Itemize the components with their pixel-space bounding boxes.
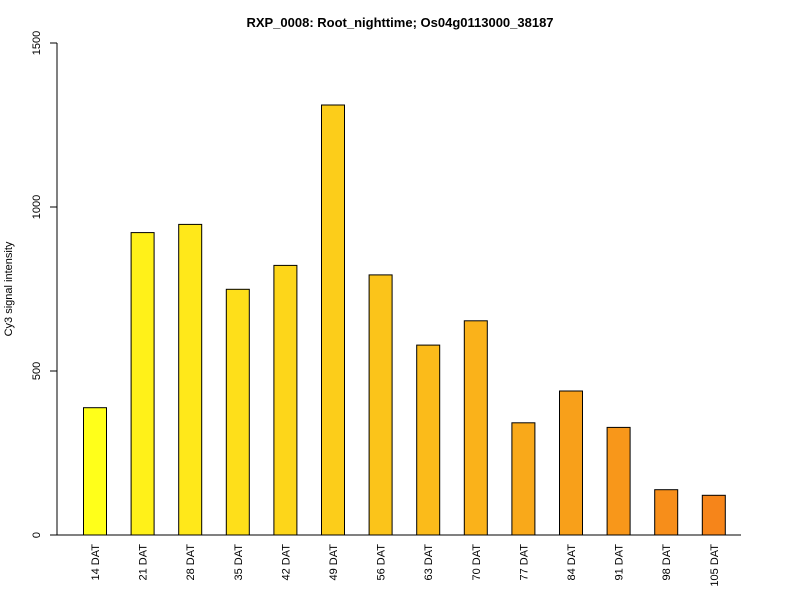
chart-title: RXP_0008: Root_nighttime; Os04g0113000_3… xyxy=(246,15,553,30)
bar-98-dat xyxy=(654,489,679,536)
bar-70-dat xyxy=(463,320,488,536)
x-tick-label: 42 DAT xyxy=(280,544,292,581)
bar-63-dat xyxy=(416,344,441,536)
x-tick-label: 84 DAT xyxy=(566,544,578,581)
bar-21-dat xyxy=(130,232,155,536)
bar-28-dat xyxy=(178,223,203,536)
y-tick-label: 500 xyxy=(31,362,43,380)
x-tick-label: 70 DAT xyxy=(471,544,483,581)
x-tick-label: 56 DAT xyxy=(376,544,388,581)
bar-91-dat xyxy=(606,426,631,536)
x-tick-label: 49 DAT xyxy=(328,544,340,581)
x-tick-label: 21 DAT xyxy=(138,544,150,581)
bar-49-dat xyxy=(321,104,345,536)
x-tick-label: 98 DAT xyxy=(661,544,673,581)
y-tick-label: 1000 xyxy=(31,195,43,219)
bar-105-dat xyxy=(701,494,726,536)
y-axis-label: Cy3 signal intensity xyxy=(3,241,15,336)
x-tick-label: 28 DAT xyxy=(185,544,197,581)
bar-84-dat xyxy=(559,390,583,536)
y-tick-label: 1500 xyxy=(31,31,43,55)
x-tick-label: 77 DAT xyxy=(518,544,530,581)
bar-77-dat xyxy=(511,422,536,536)
x-tick-label: 63 DAT xyxy=(423,544,435,581)
y-tick-label: 0 xyxy=(31,532,43,538)
bar-14-dat xyxy=(83,407,107,536)
y-axis: 0 500 1000 1500 xyxy=(31,31,58,538)
bars-group xyxy=(83,104,726,536)
bar-35-dat xyxy=(225,288,250,536)
bar-56-dat xyxy=(368,274,393,536)
x-axis: 14 DAT 21 DAT 28 DAT 35 DAT 42 DAT 49 DAT 56 D… xyxy=(57,534,741,587)
x-tick-label: 105 DAT xyxy=(709,544,721,587)
x-tick-label: 91 DAT xyxy=(614,544,626,581)
bar-42-dat xyxy=(273,264,298,536)
x-tick-label: 35 DAT xyxy=(233,544,245,581)
x-tick-label: 14 DAT xyxy=(90,544,102,581)
